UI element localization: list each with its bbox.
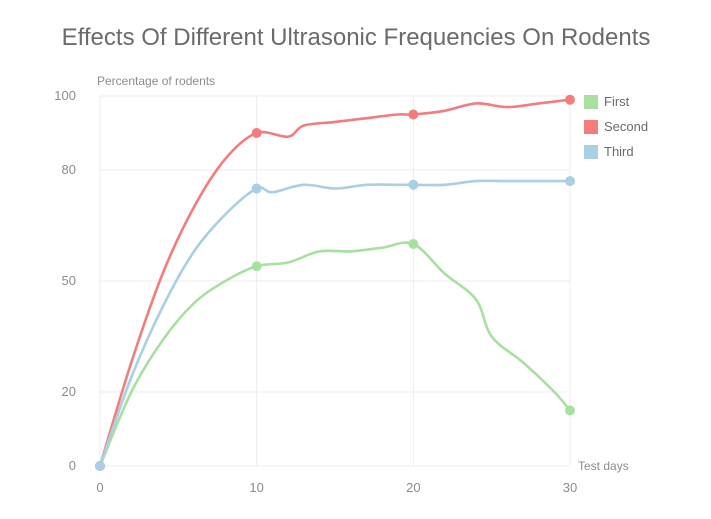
y-tick-label: 100	[54, 88, 76, 103]
data-point-third[interactable]	[408, 179, 419, 190]
x-tick-label: 0	[96, 480, 103, 495]
legend: First Second Third	[584, 94, 648, 159]
y-tick-label: 20	[62, 384, 76, 399]
grid-lines	[99, 95, 571, 467]
data-point-third[interactable]	[95, 461, 105, 471]
y-axis-title: Percentage of rodents	[97, 74, 215, 88]
data-point-third[interactable]	[565, 176, 575, 187]
data-point-second[interactable]	[408, 109, 419, 120]
legend-swatch-second	[584, 120, 598, 134]
series-markers	[95, 94, 575, 471]
legend-label-first: First	[604, 94, 630, 109]
series-line-first	[98, 241, 572, 468]
x-tick-label: 10	[249, 480, 263, 495]
x-tick-label: 20	[406, 480, 420, 495]
data-point-first[interactable]	[251, 261, 262, 272]
data-point-second[interactable]	[251, 128, 262, 138]
y-tick-label: 50	[62, 273, 76, 288]
legend-swatch-first	[584, 95, 598, 109]
y-tick-label: 80	[62, 162, 76, 177]
series-lines	[98, 98, 572, 468]
legend-swatch-third	[584, 145, 598, 159]
x-axis-title: Test days	[578, 459, 629, 473]
series-line-second	[98, 98, 572, 468]
legend-label-third: Third	[604, 144, 634, 159]
data-point-first[interactable]	[565, 405, 575, 416]
data-point-second[interactable]	[565, 94, 575, 105]
legend-label-second: Second	[604, 119, 648, 134]
axis-ticks: 0 20 50 80 100 0 10 20 30	[54, 88, 577, 495]
chart-title: Effects Of Different Ultrasonic Frequenc…	[62, 24, 651, 51]
x-tick-label: 30	[563, 480, 577, 495]
data-point-third[interactable]	[251, 183, 262, 194]
series-line-third	[98, 179, 572, 468]
data-point-first[interactable]	[408, 239, 419, 249]
y-tick-label: 0	[69, 458, 76, 473]
